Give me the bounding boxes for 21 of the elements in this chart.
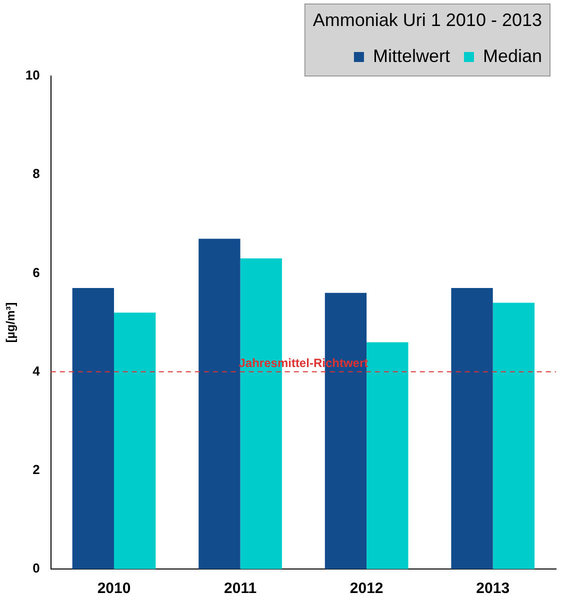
y-tick-label: 10 [25,68,40,83]
bar [114,312,156,569]
legend-title: Ammoniak Uri 1 2010 - 2013 [312,10,542,30]
bar [72,288,114,569]
bar [451,288,493,569]
y-tick-label: 0 [32,560,40,576]
x-tick-label: 2011 [224,580,257,598]
ref-line-label: Jahresmittel-Richtwert [238,356,368,370]
bar [492,302,535,569]
y-tick-label: 4 [32,363,41,378]
bar [198,238,240,569]
y-axis-title: [µg/m³] [4,302,18,343]
legend-label: Mittelwert [372,46,450,66]
y-tick-label: 6 [32,264,40,280]
x-tick-label: 2013 [476,580,510,598]
x-tick-label: 2012 [350,580,384,598]
legend-label: Median [482,46,542,66]
x-tick-label: 2010 [97,580,131,598]
bar [366,342,408,569]
y-tick-label: 8 [32,166,40,182]
y-tick-label: 2 [32,462,40,477]
